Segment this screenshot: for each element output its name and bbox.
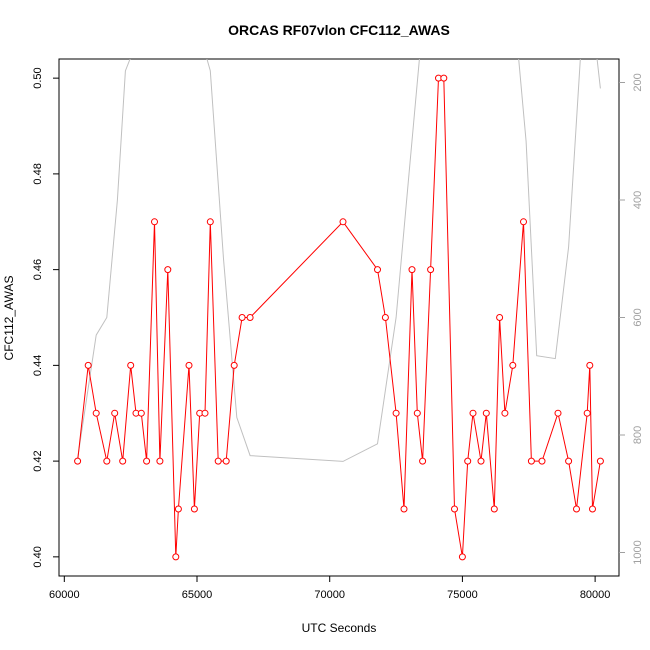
cfc112-point [172,553,180,561]
cfc112-point [527,457,535,465]
chart-title: ORCAS RF07vlon CFC112_AWAS [228,22,450,38]
cfc112-point [464,457,472,465]
cfc112-line [77,77,601,557]
cfc112-point [509,361,517,369]
cfc112-point [586,361,594,369]
cfc112-point [400,505,408,513]
pressure-line [77,59,601,462]
cfc112-point [214,457,222,465]
cfc112-point [496,314,504,321]
cfc112-point [440,74,448,82]
cfc112-point [381,314,389,321]
cfc112-point [111,409,119,417]
cfc112-point [589,505,596,513]
cfc112-point [565,457,573,465]
cfc112-point [554,409,562,417]
x-tick-label: 60000 [49,589,80,601]
x-axis-label: UTC Seconds [302,621,377,635]
cfc112-point [477,457,485,465]
y2-tick-label: 800 [632,426,644,444]
cfc112-point [201,409,209,417]
y-tick-label: 0.40 [32,546,44,567]
cfc112-point [74,457,82,465]
y-tick-label: 0.44 [32,355,44,376]
cfc112-point [222,457,230,465]
cfc112-point [238,314,246,321]
cfc112-point [501,409,509,417]
cfc112-point [103,457,111,465]
cfc112-point [374,266,381,274]
cfc112-point [458,553,466,561]
cfc112-point [143,457,151,465]
cfc112-point [190,505,198,513]
y-tick-label: 0.50 [32,67,44,88]
cfc112-point [84,361,92,369]
cfc112-point [164,266,172,274]
cfc112-point [339,218,347,226]
cfc112-point [419,457,427,465]
x-tick-label: 70000 [314,589,345,601]
cfc112-point [92,409,100,417]
cfc112-point [520,218,527,226]
cfc112-point [156,457,164,465]
cfc112-point [538,457,546,465]
y2-tick-label: 1000 [632,540,644,564]
cfc112-point [174,505,182,513]
cfc112-point [151,218,158,226]
cfc112-point [119,457,127,465]
cfc112-point [137,409,145,417]
cfc112-point [230,361,238,369]
cfc112-point [427,266,435,274]
x-tick-label: 80000 [580,589,611,601]
x-axis: 60000 65000 70000 75000 80000 [49,576,610,601]
cfc112-point [206,218,214,226]
cfc112-point [451,505,458,513]
pressure-series [77,59,601,462]
y-axis-left: 0.40 0.42 0.44 0.46 0.48 0.50 [32,67,59,568]
cfc112-point [469,409,477,417]
cfc112-point [596,457,604,465]
y-axis-right: 200 400 600 800 1000 [619,73,644,565]
cfc112-point [583,409,591,417]
cfc112-point [127,361,135,369]
y2-tick-label: 400 [632,191,644,209]
y-tick-label: 0.48 [32,163,44,184]
y-tick-label: 0.42 [32,450,44,471]
cfc112-point [392,409,400,417]
cfc112-point [246,314,254,321]
y2-tick-label: 200 [632,73,644,91]
cfc112-point [413,409,421,417]
cfc112-point [482,409,490,417]
x-tick-label: 75000 [447,589,478,601]
y-tick-label: 0.46 [32,259,44,280]
cfc112-point [185,361,193,369]
cfc112-series [74,74,604,561]
y-axis-label: CFC112_AWAS [2,276,16,361]
y2-tick-label: 600 [632,308,644,326]
cfc112-point [408,266,416,274]
cfc112-point [490,505,498,513]
cfc112-point [573,505,580,513]
x-tick-label: 65000 [182,589,213,601]
